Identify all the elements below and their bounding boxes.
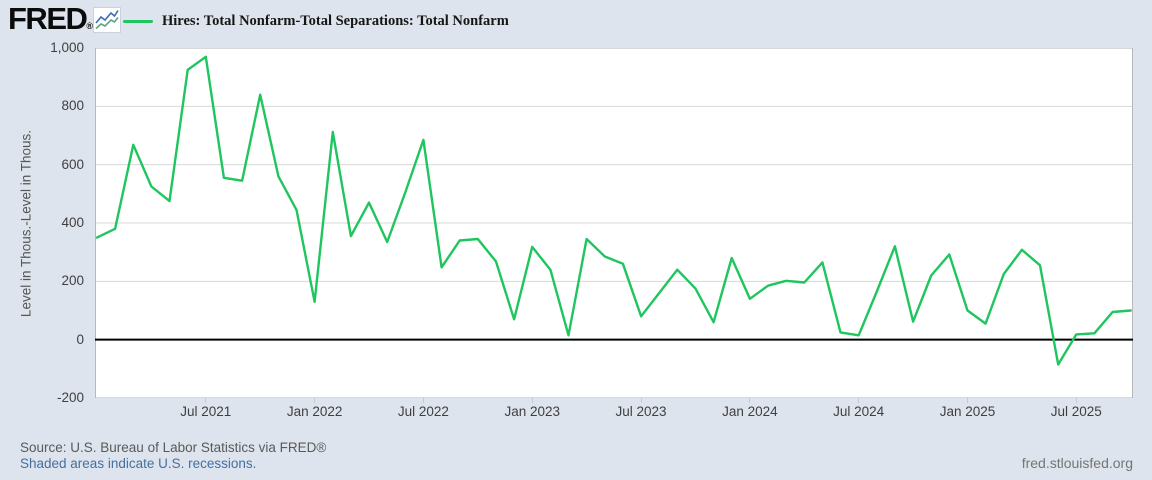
- legend-line-swatch: [123, 19, 153, 23]
- source-text: Source: U.S. Bureau of Labor Statistics …: [20, 440, 327, 455]
- fred-logo[interactable]: FRED®: [8, 1, 93, 37]
- x-tick-mark: [858, 398, 860, 403]
- y-tick-label-600: 600: [61, 156, 84, 172]
- series-legend: Hires: Total Nonfarm-Total Separations: …: [123, 10, 509, 32]
- x-tick-label: Jan 2022: [286, 404, 343, 419]
- x-tick-mark: [422, 398, 424, 403]
- x-tick-label: Jul 2024: [833, 404, 885, 419]
- x-tick-label: Jul 2025: [1050, 404, 1102, 419]
- data-series-line: [95, 55, 1132, 366]
- y-tick-label-200: 200: [61, 273, 84, 289]
- x-tick-label: Jan 2023: [504, 404, 561, 419]
- x-tick-mark: [1075, 398, 1077, 403]
- chart-svg: [95, 48, 1133, 398]
- recession-note-link[interactable]: Shaded areas indicate U.S. recessions.: [20, 456, 257, 471]
- x-tick-mark: [205, 398, 207, 403]
- x-tick-label: Jan 2024: [722, 404, 778, 419]
- x-tick-mark: [640, 398, 642, 403]
- x-tick-mark: [314, 398, 316, 403]
- x-tick-mark: [749, 398, 751, 403]
- fred-logo-text: FRED: [8, 1, 88, 36]
- fred-sparkline-icon: [93, 7, 121, 33]
- x-tick-label: Jul 2023: [615, 404, 667, 419]
- legend-series-title: Hires: Total Nonfarm-Total Separations: …: [162, 12, 509, 29]
- x-tick-mark: [966, 398, 968, 403]
- x-tick-label: Jul 2021: [180, 404, 232, 419]
- registered-trademark: ®: [86, 21, 94, 31]
- plot-area: [95, 48, 1133, 398]
- x-tick-label: Jul 2022: [397, 404, 449, 419]
- x-tick-mark: [531, 398, 533, 403]
- y-tick-label-800: 800: [61, 98, 84, 114]
- y-tick-label--200: -200: [56, 390, 84, 405]
- x-tick-label: Jan 2025: [939, 404, 996, 419]
- y-tick-label-0: 0: [76, 331, 84, 347]
- site-link: fred.stlouisfed.org: [1021, 455, 1133, 471]
- y-tick-label-400: 400: [61, 215, 84, 230]
- y-tick-label-1000: 1,000: [50, 40, 84, 55]
